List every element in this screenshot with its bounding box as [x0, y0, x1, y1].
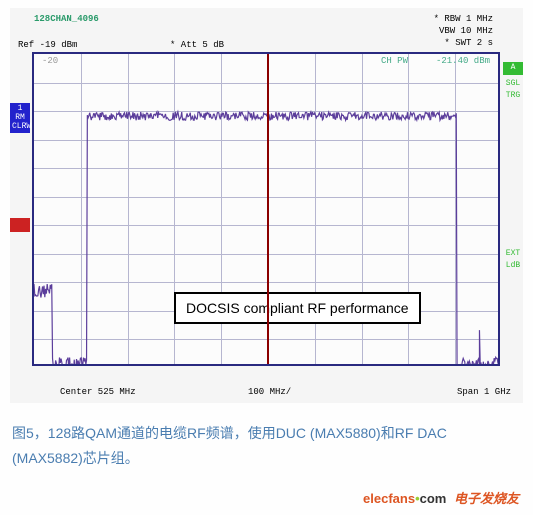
spectrum-plot: -20 CH PW -21.40 dBm DOCSIS compliant RF…	[32, 52, 500, 366]
brand-cn: 电子发烧友	[454, 491, 519, 506]
trace-title: 128CHAN_4096	[34, 14, 99, 24]
watermark: elecfans•com 电子发烧友	[363, 488, 519, 507]
sgl-badge: SGL	[503, 78, 523, 91]
annotation-box: DOCSIS compliant RF performance	[174, 292, 421, 324]
marker-badge	[10, 218, 30, 232]
x-step-label: 100 MHz/	[248, 387, 291, 397]
swt: * SWT 2 s	[444, 38, 493, 48]
a-badge: A	[503, 62, 523, 75]
brand-left: elecfans	[363, 491, 415, 506]
ext-badge: EXT	[503, 248, 523, 261]
attenuation: * Att 5 dB	[170, 40, 224, 50]
ref-level: Ref -19 dBm	[18, 40, 77, 50]
trg-badge: TRG	[503, 90, 523, 103]
vbw: VBW 10 MHz	[439, 26, 493, 36]
rbw: * RBW 1 MHz	[434, 14, 493, 24]
figure-caption: 图5，128路QAM通道的电缆RF频谱，使用DUC (MAX5880)和RF D…	[12, 421, 521, 471]
x-span-label: Span 1 GHz	[457, 387, 511, 397]
clrwr-badge: 1 RM CLRWR	[10, 103, 30, 133]
brand-right: com	[420, 491, 447, 506]
spectrum-analyzer-panel: 128CHAN_4096 Ref -19 dBm * Att 5 dB * RB…	[10, 8, 523, 403]
x-center-label: Center 525 MHz	[60, 387, 136, 397]
ldb-badge: LdB	[503, 260, 523, 273]
